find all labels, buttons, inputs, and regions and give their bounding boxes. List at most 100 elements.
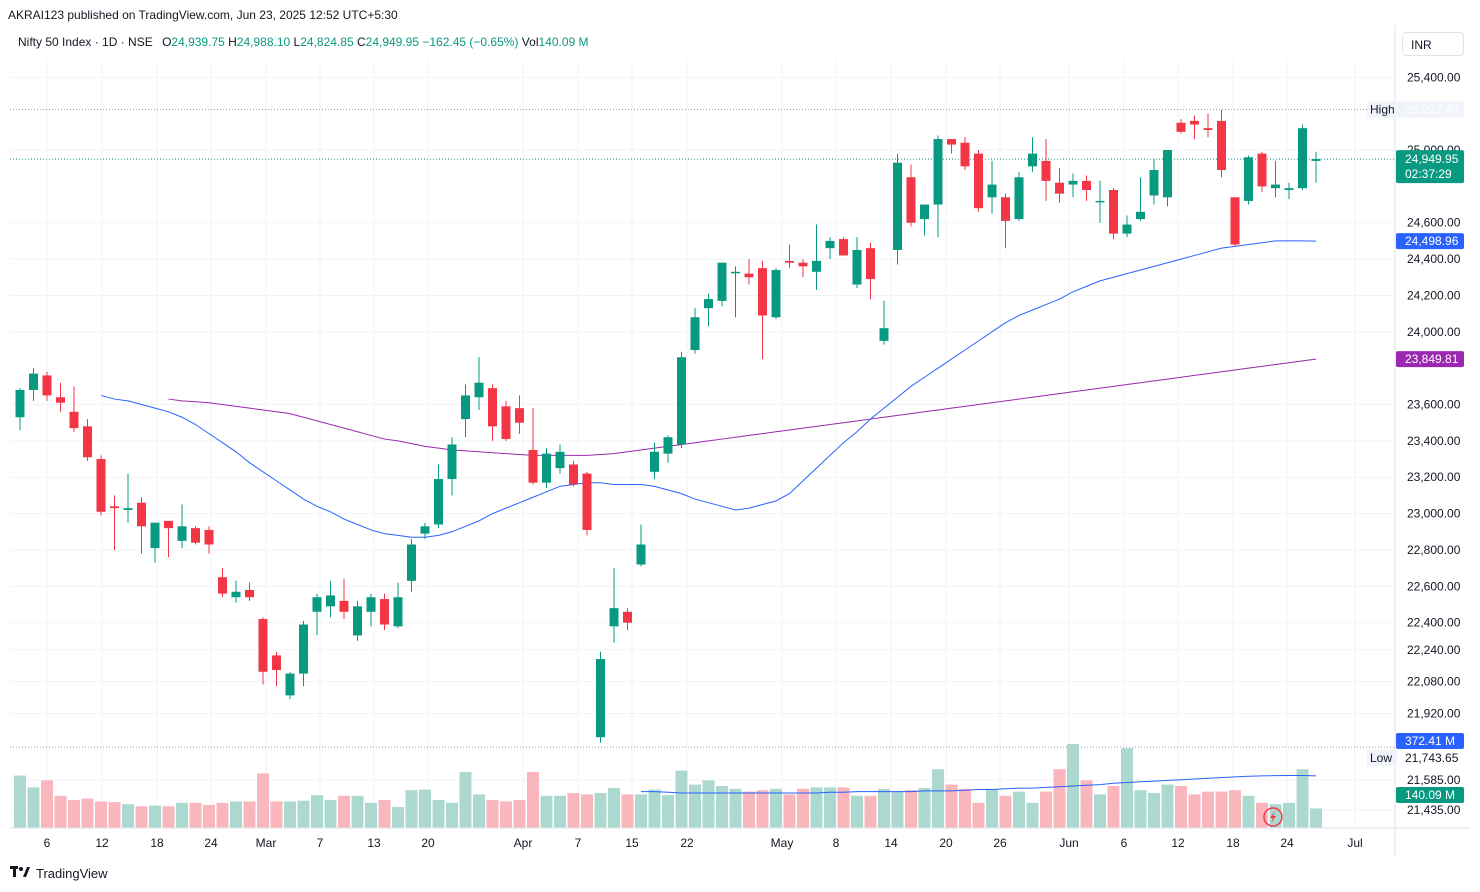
- candle-body: [1284, 188, 1294, 190]
- volume-bar: [527, 772, 539, 828]
- volume-bar: [41, 780, 53, 828]
- candle: [947, 139, 956, 154]
- x-tick-label: 24: [1280, 836, 1294, 850]
- candle-body: [42, 375, 52, 396]
- volume-bar: [446, 802, 458, 828]
- y-tick-label: 23,200.00: [1407, 470, 1461, 484]
- candle-body: [1230, 197, 1240, 245]
- candle: [407, 539, 416, 592]
- candle-body: [164, 520, 173, 529]
- candle: [218, 568, 227, 598]
- volume-bar: [702, 780, 715, 828]
- candle: [758, 260, 767, 360]
- candle-body: [312, 597, 322, 612]
- candle-body: [717, 262, 727, 301]
- candle-body: [245, 589, 254, 598]
- volume-bar: [1026, 802, 1039, 828]
- candle: [1203, 113, 1213, 138]
- slow-ma-line: [168, 358, 1317, 456]
- candle: [488, 384, 497, 441]
- candle-body: [1055, 182, 1064, 194]
- x-tick-label: 14: [884, 836, 898, 850]
- volume-bar: [284, 801, 296, 828]
- candle-body: [488, 388, 497, 427]
- volume-bar: [365, 802, 377, 828]
- volume-bar: [810, 787, 823, 828]
- candle: [1257, 151, 1267, 192]
- candle: [353, 600, 362, 641]
- axes: 25,400.0025,000.0024,600.0024,400.0024,2…: [10, 25, 1470, 856]
- volume-bar: [1148, 793, 1160, 828]
- x-tick-label: Jul: [1347, 836, 1362, 850]
- low-label: Low: [1370, 751, 1392, 765]
- candle-body: [650, 451, 659, 472]
- candle-body: [366, 597, 376, 612]
- candle-body: [393, 597, 403, 627]
- candle-body: [501, 406, 511, 440]
- candle: [609, 568, 619, 643]
- volume-bar: [230, 801, 242, 828]
- candle: [150, 522, 160, 563]
- candle-body: [1136, 211, 1145, 220]
- symbol-name[interactable]: Nifty 50 Index · 1D · NSE: [18, 35, 153, 49]
- candle-body: [677, 357, 686, 445]
- x-tick-label: 22: [680, 836, 694, 850]
- volume-bar: [149, 805, 161, 828]
- volume-bar: [999, 795, 1012, 828]
- y-tick-label: 24,400.00: [1407, 252, 1461, 266]
- high-price-tag-bg: [1396, 101, 1464, 118]
- y-tick-label: 21,435.00: [1407, 803, 1461, 817]
- x-tick-label: May: [771, 836, 794, 850]
- candle: [650, 442, 659, 480]
- volume-bar: [783, 794, 796, 828]
- candle-body: [150, 522, 160, 549]
- candle: [1109, 188, 1118, 240]
- low-label: L: [293, 35, 301, 49]
- volume-bar: [864, 795, 877, 828]
- candle: [123, 473, 133, 523]
- candle-body: [623, 611, 632, 623]
- low-price-tag: 21,743.65: [1405, 751, 1459, 765]
- x-tick-label: Jun: [1059, 836, 1078, 850]
- candle: [542, 448, 551, 489]
- candle-body: [1203, 128, 1213, 131]
- footer-brand[interactable]: TradingView: [10, 866, 108, 881]
- candle: [960, 137, 970, 170]
- volume-bar: [648, 789, 661, 828]
- candle-body: [258, 619, 268, 672]
- candle-body: [852, 249, 862, 285]
- candle-body: [15, 389, 25, 418]
- volume-bar: [243, 801, 256, 828]
- volume-bar: [689, 784, 701, 828]
- close-value: 24,949.95: [365, 35, 420, 49]
- candle: [285, 671, 295, 700]
- candle: [825, 237, 835, 260]
- candle: [1082, 175, 1091, 201]
- candle: [515, 395, 524, 434]
- candle-body: [906, 177, 916, 223]
- candle-body: [960, 142, 970, 167]
- candle: [1163, 150, 1172, 207]
- x-tick-label: 6: [1121, 836, 1128, 850]
- candle-body: [866, 248, 875, 280]
- volume-bar: [95, 801, 107, 828]
- candle-body: [69, 411, 79, 429]
- candle-body: [933, 139, 943, 205]
- candle-body: [704, 299, 713, 309]
- high-label-bg: [1367, 101, 1397, 118]
- volume-bar: [189, 802, 202, 828]
- volume-bar: [1107, 786, 1120, 828]
- volume-bar: [851, 795, 863, 828]
- symbol-legend: Nifty 50 Index · 1D · NSE O24,939.75 H24…: [18, 35, 589, 49]
- change-value: −162.45 (−0.65%): [422, 35, 519, 49]
- candle: [1176, 119, 1186, 134]
- y-tick-label: 23,400.00: [1407, 434, 1461, 448]
- currency-selector[interactable]: INR: [1402, 32, 1464, 56]
- candle-body: [1257, 153, 1267, 187]
- candle-body: [339, 600, 349, 612]
- candle: [582, 471, 592, 536]
- candle-body: [272, 655, 281, 670]
- lightning-icon[interactable]: [1263, 807, 1283, 827]
- candle-body: [407, 544, 416, 581]
